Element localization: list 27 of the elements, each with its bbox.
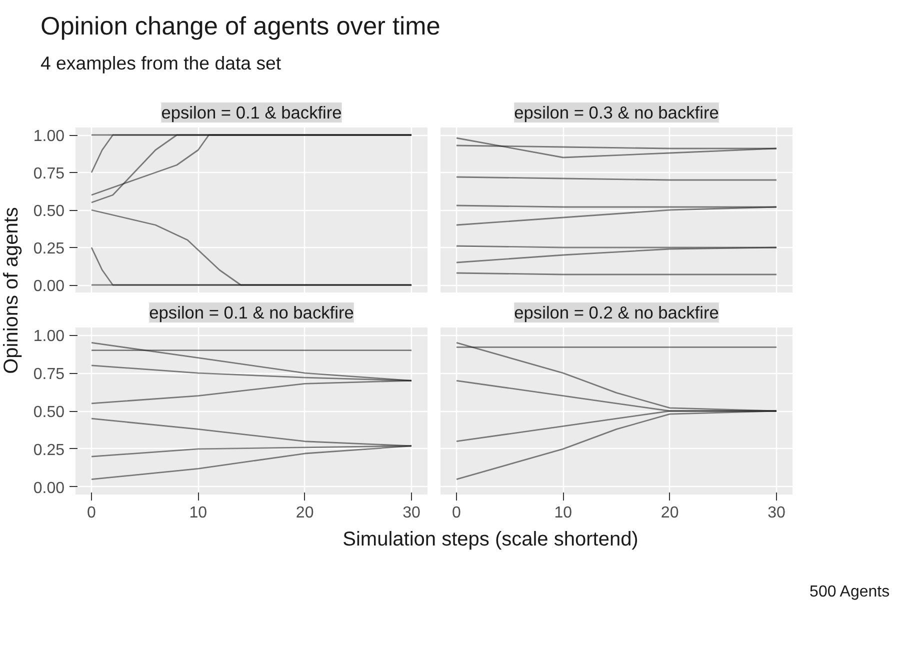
chart-title: epsilon = 0.2 & no backfire [514, 302, 719, 322]
y-tick-label: 0.50 [33, 203, 65, 220]
text: 500 Agents [810, 584, 890, 600]
x-tick-label: 30 [768, 504, 786, 522]
chart-title: epsilon = 0.3 & no backfire [514, 102, 719, 122]
x-tick-label: 10 [554, 504, 572, 522]
text: Simulation steps (scale shortend) [342, 528, 638, 550]
text: Opinion change of agents over time [40, 12, 440, 40]
chart-title: epsilon = 0.1 & backfire [161, 102, 342, 122]
text: Opinions of agents [0, 207, 22, 374]
y-tick-label: 1.00 [33, 128, 65, 145]
x-tick-label: 20 [660, 504, 679, 522]
y-tick-label: 0.75 [33, 166, 65, 182]
y-tick-label: 0.50 [33, 404, 65, 421]
y-tick-label: 1.00 [33, 328, 65, 346]
text: 4 examples from the data set [40, 52, 282, 74]
x-tick-label: 10 [189, 504, 208, 522]
x-tick-label: 30 [402, 504, 420, 522]
x-tick-label: 0 [452, 504, 462, 522]
y-tick-label: 0.00 [33, 480, 65, 497]
y-tick-label: 0.25 [33, 442, 65, 459]
x-tick-label: 0 [87, 504, 96, 522]
y-tick-label: 0.75 [33, 366, 65, 384]
x-tick-label: 20 [296, 504, 314, 522]
y-tick-label: 0.00 [33, 278, 65, 295]
chart-title: epsilon = 0.1 & no backfire [149, 302, 354, 322]
y-tick-label: 0.25 [33, 240, 65, 258]
